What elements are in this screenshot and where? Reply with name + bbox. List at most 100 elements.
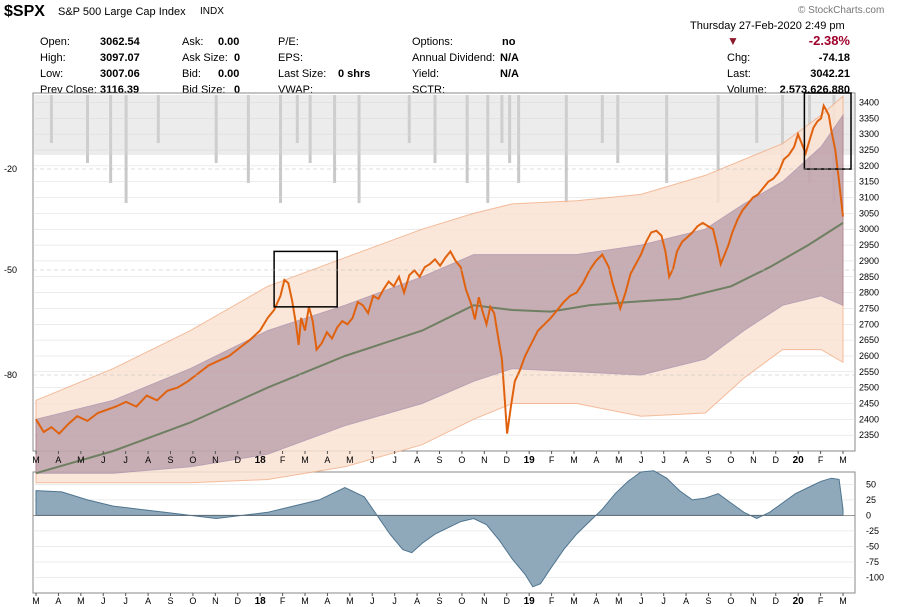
x-axis-label: D	[235, 596, 242, 606]
price-axis-label: 2550	[859, 367, 879, 377]
x-axis-label: O	[458, 455, 465, 465]
price-line	[35, 102, 844, 435]
x-axis-label: M	[346, 596, 354, 606]
x-axis-label: S	[705, 596, 711, 606]
price-axis-label: 3400	[859, 98, 879, 108]
x-axis-label: 20	[793, 455, 805, 466]
exchange-label: INDX	[200, 6, 224, 17]
eps-label: EPS:	[278, 52, 304, 64]
price-axis-label: 2650	[859, 335, 879, 345]
bid-size-value: 0	[234, 84, 241, 96]
x-axis-label: A	[683, 455, 689, 465]
watermark: © StockCharts.com	[798, 5, 885, 16]
ask-size-value: 0	[234, 52, 241, 64]
price-axis-label: 3300	[859, 129, 879, 139]
x-axis-label: A	[593, 596, 599, 606]
x-axis-label: M	[77, 596, 85, 606]
high-label: High:	[40, 52, 66, 64]
down-triangle-icon: ▼	[727, 34, 739, 48]
x-axis-label: J	[661, 455, 666, 465]
x-axis-label: J	[123, 455, 128, 465]
inner-envelope-band	[35, 113, 844, 474]
bid-value: 0.00	[218, 68, 240, 80]
x-axis-label: F	[549, 596, 555, 606]
oscillator-axis-label: -100	[866, 572, 884, 582]
x-axis-label: J	[370, 596, 375, 606]
bid-label: Bid:	[182, 68, 201, 80]
price-axis-label: 3150	[859, 177, 879, 187]
x-axis-label: O	[189, 455, 196, 465]
ask-value: 0.00	[218, 36, 240, 48]
moving-average-line	[35, 222, 844, 475]
x-axis-label: M	[570, 596, 578, 606]
price-axis-label: 2900	[859, 256, 879, 266]
x-axis-label: A	[55, 455, 61, 465]
x-axis-label: D	[235, 455, 242, 465]
x-axis-label: O	[727, 455, 734, 465]
price-axis-label: 3050	[859, 208, 879, 218]
price-axis-label: 2800	[859, 288, 879, 298]
x-axis-label: A	[145, 455, 151, 465]
price-axis-label: 3200	[859, 161, 879, 171]
price-axis-label: 2450	[859, 398, 879, 408]
last-size-value: 0 shrs	[338, 68, 371, 80]
x-axis-label: M	[301, 596, 309, 606]
x-axis-label: A	[683, 596, 689, 606]
x-axis-label: M	[32, 455, 40, 465]
x-axis-label: A	[593, 455, 599, 465]
x-axis-label: S	[436, 455, 442, 465]
chg-label: Chg:	[727, 52, 751, 64]
x-axis-label: J	[101, 455, 106, 465]
x-axis-label: N	[750, 596, 757, 606]
x-axis-label: D	[504, 455, 511, 465]
x-axis-label: J	[392, 455, 397, 465]
x-axis-label: 20	[793, 596, 805, 607]
x-axis-label: S	[167, 596, 173, 606]
x-axis-label: A	[55, 596, 61, 606]
high-value: 3097.07	[100, 52, 140, 64]
x-axis-label: F	[280, 596, 286, 606]
datetime: Thursday 27-Feb-2020 2:49 pm	[690, 20, 845, 32]
ask-size-label: Ask Size:	[182, 52, 228, 64]
yield-label: Yield:	[412, 68, 440, 80]
x-axis-label: J	[123, 596, 128, 606]
dividend-value: N/A	[500, 52, 519, 64]
symbol: $SPX	[4, 3, 45, 20]
price-axis-label: 2750	[859, 303, 879, 313]
price-axis-label: 2850	[859, 272, 879, 282]
last-size-label: Last Size:	[278, 68, 327, 80]
price-axis-label: 3350	[859, 113, 879, 123]
highlight-box	[273, 250, 338, 308]
x-axis-label: M	[570, 455, 578, 465]
x-axis-label: F	[818, 455, 824, 465]
x-axis-label: A	[414, 455, 420, 465]
x-axis-label: D	[504, 596, 511, 606]
x-axis-label: M	[615, 455, 623, 465]
oscillator-axis-label: -25	[866, 526, 879, 536]
x-axis-label: O	[458, 596, 465, 606]
x-axis-label: 18	[255, 455, 267, 466]
x-axis-label: S	[705, 455, 711, 465]
price-axis-label: 2350	[859, 430, 879, 440]
last-value: 3042.21	[810, 68, 850, 80]
x-axis-label: J	[639, 596, 644, 606]
open-value: 3062.54	[100, 36, 140, 48]
x-axis-label: 18	[255, 596, 267, 607]
price-axis-label: 2400	[859, 414, 879, 424]
x-axis-label: M	[839, 596, 847, 606]
grey-indicator-band	[34, 95, 854, 155]
x-axis-label: J	[101, 596, 106, 606]
x-axis-label: M	[615, 596, 623, 606]
pe-label: P/E:	[278, 36, 299, 48]
price-axis-label: 2700	[859, 319, 879, 329]
x-axis-label: M	[839, 455, 847, 465]
oscillator-area	[35, 470, 844, 588]
x-axis-label: A	[145, 596, 151, 606]
x-axis-label: S	[436, 596, 442, 606]
oscillator-axis-label: 25	[866, 495, 876, 505]
price-axis-label: 2950	[859, 240, 879, 250]
x-axis-label: J	[370, 455, 375, 465]
low-value: 3007.06	[100, 68, 140, 80]
x-axis-label: D	[773, 596, 780, 606]
oscillator-panel-frame	[32, 471, 856, 594]
